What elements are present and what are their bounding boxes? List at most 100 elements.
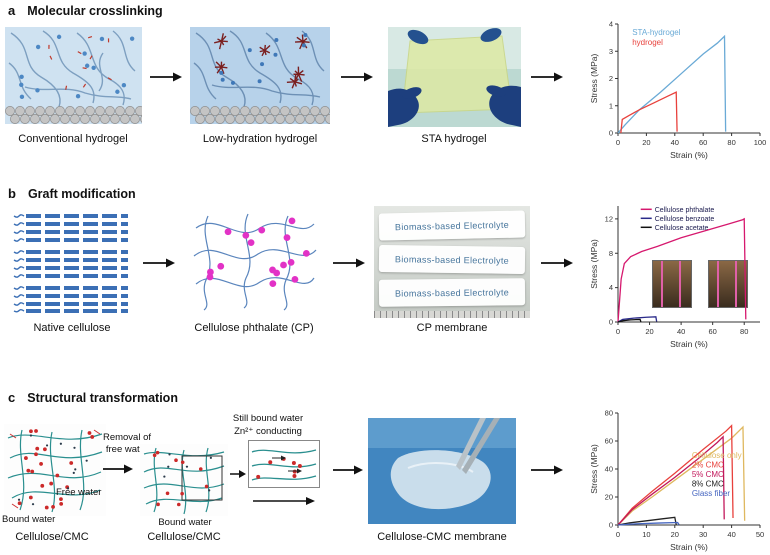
arrow-icon xyxy=(530,70,564,88)
svg-text:4: 4 xyxy=(609,283,613,292)
svg-text:1: 1 xyxy=(609,101,613,110)
removal-label-line1: Removal of xyxy=(102,432,152,443)
bound-water-label: Bound water xyxy=(2,514,56,525)
panel-b-title: b Graft modification xyxy=(8,186,136,201)
svg-text:2% CMC: 2% CMC xyxy=(692,460,724,469)
panel-a-title: a Molecular crosslinking xyxy=(8,3,163,18)
zn-transport-inset xyxy=(248,440,320,488)
step-caption: Conventional hydrogel xyxy=(18,133,128,145)
step-caption: Cellulose phthalate (CP) xyxy=(194,322,314,334)
svg-text:0: 0 xyxy=(616,138,620,147)
cellulose-cmc-membrane-drawing xyxy=(368,418,516,524)
ruler xyxy=(374,311,530,318)
arrow-icon xyxy=(332,256,366,274)
svg-text:STA-hydrogel: STA-hydrogel xyxy=(632,28,681,37)
svg-text:Strain (%): Strain (%) xyxy=(670,150,708,160)
panel-a-title-text: Molecular crosslinking xyxy=(27,4,163,18)
zn-conducting-label: Zn²⁺ conducting xyxy=(234,426,302,437)
chart-stress-strain-b: 0 20 40 60 80 0 4 8 12 Strain (%) Stress (MPa) Cell… xyxy=(588,198,768,350)
membrane-strip: Biomass-based Electrolyte xyxy=(378,210,526,241)
panel-b-title-text: Graft modification xyxy=(27,187,136,201)
illustration-low-hydration-hydrogel xyxy=(190,27,335,124)
svg-text:0: 0 xyxy=(616,530,620,539)
svg-text:0: 0 xyxy=(609,318,613,327)
svg-text:50: 50 xyxy=(756,530,764,539)
svg-text:12: 12 xyxy=(605,214,613,223)
svg-text:Cellulose benzoate: Cellulose benzoate xyxy=(655,216,715,223)
svg-text:Strain (%): Strain (%) xyxy=(670,542,708,552)
svg-text:Stress (MPa): Stress (MPa) xyxy=(589,239,599,289)
arrow-icon xyxy=(540,256,574,274)
arrow-icon xyxy=(252,493,316,511)
photo-cp-membrane: Biomass-based Electrolyte Biomass-based … xyxy=(374,206,530,318)
zn-transport-drawing xyxy=(248,440,320,488)
step-caption: CP membrane xyxy=(416,322,488,334)
step-caption: Cellulose-CMC membrane xyxy=(377,531,507,543)
chart-b-inset-photo-2 xyxy=(708,260,748,308)
svg-text:8% CMC: 8% CMC xyxy=(692,479,724,488)
low-hydration-hydrogel-drawing xyxy=(190,27,335,124)
arrow-icon xyxy=(530,463,564,481)
sta-hydrogel-photo-drawing xyxy=(388,27,521,127)
svg-text:40: 40 xyxy=(677,327,685,336)
svg-text:hydrogel: hydrogel xyxy=(632,38,663,47)
arrow-icon xyxy=(149,70,183,88)
svg-text:Stress (MPa): Stress (MPa) xyxy=(589,54,599,104)
step-caption: STA hydrogel xyxy=(421,133,487,145)
arrow-icon xyxy=(142,256,176,274)
svg-text:Cellulose only: Cellulose only xyxy=(692,451,742,460)
arrow-icon xyxy=(340,70,374,88)
step-caption: Low-hydration hydrogel xyxy=(202,133,318,145)
native-cellulose-drawing xyxy=(12,208,132,314)
illustration-cellulose-cmc-dry xyxy=(140,444,228,516)
illustration-cellulose-phthalate xyxy=(188,208,320,314)
conventional-hydrogel-drawing xyxy=(5,27,150,124)
free-water-label: Free water xyxy=(56,487,102,498)
svg-text:Cellulose phthalate: Cellulose phthalate xyxy=(655,207,715,214)
membrane-strip-label: Biomass-based Electrolyte xyxy=(394,219,510,232)
svg-text:80: 80 xyxy=(605,409,613,418)
svg-text:20: 20 xyxy=(671,530,679,539)
svg-text:60: 60 xyxy=(605,437,613,446)
arrow-icon xyxy=(332,463,364,481)
svg-text:100: 100 xyxy=(754,138,767,147)
svg-text:30: 30 xyxy=(699,530,707,539)
svg-text:0: 0 xyxy=(616,327,620,336)
step-caption: Cellulose/CMC xyxy=(15,531,89,543)
cellulose-cmc-wet-drawing xyxy=(4,424,106,516)
panel-c-title-text: Structural transformation xyxy=(27,391,178,405)
svg-text:Cellulose acetate: Cellulose acetate xyxy=(655,225,709,232)
panel-c-label: c xyxy=(8,390,16,405)
membrane-strip-label: Biomass-based Electrolyte xyxy=(394,286,510,299)
membrane-strip-label: Biomass-based Electrolyte xyxy=(394,253,510,266)
svg-text:80: 80 xyxy=(740,327,748,336)
photo-sta-hydrogel xyxy=(388,27,521,127)
svg-text:0: 0 xyxy=(609,129,613,138)
svg-text:40: 40 xyxy=(605,465,613,474)
svg-text:40: 40 xyxy=(727,530,735,539)
svg-text:Stress (MPa): Stress (MPa) xyxy=(589,444,599,494)
svg-text:8: 8 xyxy=(609,249,613,258)
bound-water-label: Bound water xyxy=(158,517,212,528)
svg-text:2: 2 xyxy=(609,74,613,83)
cellulose-cmc-dry-drawing xyxy=(140,444,228,516)
cellulose-phthalate-drawing xyxy=(188,208,320,314)
chart-stress-strain-a: 0 20 40 60 80 100 0 1 2 3 4 Strain (%) Stress (MPa) S… xyxy=(588,16,768,161)
svg-text:80: 80 xyxy=(727,138,735,147)
svg-text:10: 10 xyxy=(642,530,650,539)
svg-text:3: 3 xyxy=(609,47,613,56)
panel-a-label: a xyxy=(8,3,16,18)
svg-text:Glass fiber: Glass fiber xyxy=(692,489,731,498)
step-caption: Cellulose/CMC xyxy=(147,531,221,543)
svg-text:0: 0 xyxy=(609,521,613,530)
svg-text:20: 20 xyxy=(645,327,653,336)
panel-c-title: c Structural transformation xyxy=(8,390,178,405)
svg-text:5% CMC: 5% CMC xyxy=(692,470,724,479)
step-caption: Native cellulose xyxy=(33,322,111,334)
photo-cellulose-cmc-membrane xyxy=(368,418,516,524)
svg-text:60: 60 xyxy=(708,327,716,336)
svg-text:20: 20 xyxy=(605,493,613,502)
removal-label-line2: free water xyxy=(105,444,149,455)
illustration-cellulose-cmc-wet xyxy=(4,424,106,516)
still-bound-water-label: Still bound water xyxy=(232,413,304,424)
